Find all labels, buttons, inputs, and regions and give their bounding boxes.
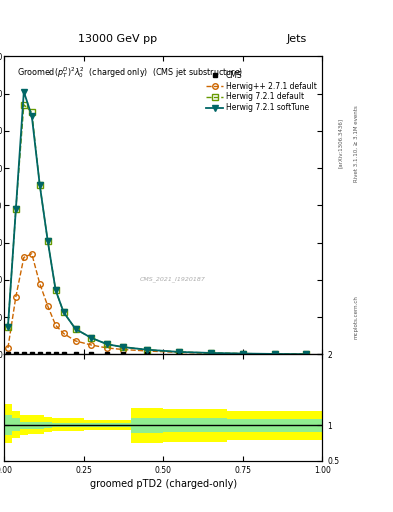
CMS	[61, 351, 66, 357]
Herwig++ 2.7.1 default	[13, 293, 18, 300]
Text: Rivet 3.1.10, ≥ 3.1M events: Rivet 3.1.10, ≥ 3.1M events	[354, 105, 359, 182]
Herwig 7.2.1 softTune	[37, 182, 42, 188]
Herwig++ 2.7.1 default	[45, 303, 50, 309]
Text: mcplots.cern.ch: mcplots.cern.ch	[354, 295, 359, 339]
Herwig 7.2.1 softTune	[29, 113, 34, 119]
Herwig 7.2.1 default	[45, 238, 50, 244]
Text: [arXiv:1306.3436]: [arXiv:1306.3436]	[338, 118, 343, 168]
Herwig 7.2.1 default	[89, 335, 94, 341]
Herwig 7.2.1 default	[53, 287, 58, 293]
CMS	[145, 351, 150, 357]
Herwig++ 2.7.1 default	[53, 322, 58, 328]
Herwig++ 2.7.1 default	[61, 330, 66, 336]
CMS	[73, 351, 78, 357]
CMS	[121, 351, 126, 357]
Herwig 7.2.1 default	[73, 326, 78, 332]
CMS	[89, 351, 94, 357]
Herwig++ 2.7.1 default	[145, 348, 150, 354]
Herwig++ 2.7.1 default	[304, 351, 309, 357]
Herwig 7.2.1 default	[209, 350, 213, 356]
CMS	[272, 351, 277, 357]
Herwig 7.2.1 softTune	[145, 347, 150, 353]
CMS	[53, 351, 58, 357]
Herwig 7.2.1 softTune	[13, 206, 18, 212]
Herwig++ 2.7.1 default	[6, 345, 10, 351]
Text: Groomed$(p_T^D)^2\lambda_0^2$  (charged only)  (CMS jet substructure): Groomed$(p_T^D)^2\lambda_0^2$ (charged o…	[17, 65, 243, 80]
Herwig 7.2.1 default	[37, 182, 42, 188]
Text: 13000 GeV pp: 13000 GeV pp	[78, 33, 158, 44]
Line: CMS: CMS	[6, 352, 309, 357]
Herwig 7.2.1 softTune	[304, 351, 309, 357]
X-axis label: groomed pTD2 (charged-only): groomed pTD2 (charged-only)	[90, 479, 237, 489]
CMS	[304, 351, 309, 357]
Herwig++ 2.7.1 default	[29, 251, 34, 257]
Herwig++ 2.7.1 default	[73, 338, 78, 344]
Herwig 7.2.1 default	[177, 349, 182, 355]
Herwig 7.2.1 softTune	[177, 349, 182, 355]
CMS	[22, 351, 26, 357]
Herwig 7.2.1 softTune	[209, 350, 213, 356]
CMS	[45, 351, 50, 357]
Herwig 7.2.1 default	[29, 109, 34, 115]
Herwig 7.2.1 default	[22, 102, 26, 108]
Legend: CMS, Herwig++ 2.7.1 default, Herwig 7.2.1 default, Herwig 7.2.1 softTune: CMS, Herwig++ 2.7.1 default, Herwig 7.2.…	[205, 69, 318, 114]
Herwig 7.2.1 default	[121, 344, 126, 350]
Herwig 7.2.1 default	[13, 206, 18, 212]
Herwig 7.2.1 softTune	[53, 287, 58, 293]
Herwig 7.2.1 default	[61, 309, 66, 315]
Herwig++ 2.7.1 default	[37, 281, 42, 287]
CMS	[105, 351, 110, 357]
Herwig 7.2.1 softTune	[73, 326, 78, 332]
CMS	[6, 351, 10, 357]
Herwig 7.2.1 softTune	[6, 324, 10, 330]
Herwig++ 2.7.1 default	[272, 351, 277, 357]
Herwig 7.2.1 default	[241, 351, 245, 357]
Herwig++ 2.7.1 default	[105, 345, 110, 351]
Herwig 7.2.1 default	[272, 351, 277, 357]
Herwig 7.2.1 softTune	[22, 89, 26, 95]
CMS	[37, 351, 42, 357]
Herwig 7.2.1 default	[6, 324, 10, 330]
Herwig 7.2.1 default	[304, 351, 309, 357]
Herwig 7.2.1 softTune	[45, 238, 50, 244]
Herwig++ 2.7.1 default	[22, 254, 26, 261]
Herwig 7.2.1 softTune	[105, 341, 110, 347]
Herwig 7.2.1 default	[145, 347, 150, 353]
Herwig 7.2.1 softTune	[121, 344, 126, 350]
CMS	[208, 351, 213, 357]
Herwig 7.2.1 default	[105, 341, 110, 347]
Text: CMS_2021_I1920187: CMS_2021_I1920187	[140, 276, 206, 282]
Herwig++ 2.7.1 default	[209, 350, 213, 356]
Herwig++ 2.7.1 default	[241, 351, 245, 357]
CMS	[29, 351, 34, 357]
Herwig++ 2.7.1 default	[89, 342, 94, 348]
Herwig 7.2.1 softTune	[61, 309, 66, 315]
Line: Herwig 7.2.1 softTune: Herwig 7.2.1 softTune	[5, 89, 309, 357]
CMS	[13, 351, 18, 357]
Herwig++ 2.7.1 default	[177, 349, 182, 355]
Line: Herwig++ 2.7.1 default: Herwig++ 2.7.1 default	[5, 251, 309, 357]
Line: Herwig 7.2.1 default: Herwig 7.2.1 default	[5, 102, 309, 357]
Herwig 7.2.1 softTune	[89, 335, 94, 341]
CMS	[241, 351, 245, 357]
Herwig 7.2.1 softTune	[241, 351, 245, 357]
Herwig++ 2.7.1 default	[121, 347, 126, 353]
Herwig 7.2.1 softTune	[272, 351, 277, 357]
Text: Jets: Jets	[286, 33, 307, 44]
CMS	[177, 351, 182, 357]
